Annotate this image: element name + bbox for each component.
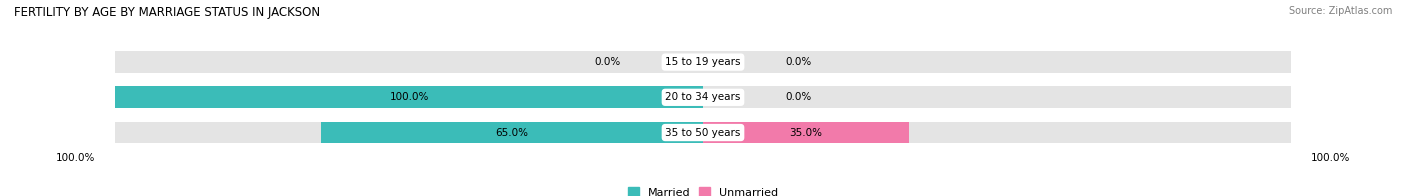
Text: 100.0%: 100.0%	[1310, 153, 1350, 163]
Text: FERTILITY BY AGE BY MARRIAGE STATUS IN JACKSON: FERTILITY BY AGE BY MARRIAGE STATUS IN J…	[14, 6, 321, 19]
Text: 0.0%: 0.0%	[786, 57, 811, 67]
Text: 20 to 34 years: 20 to 34 years	[665, 92, 741, 102]
Text: 100.0%: 100.0%	[389, 92, 429, 102]
Bar	[703, 122, 908, 143]
Text: 65.0%: 65.0%	[495, 128, 529, 138]
Bar	[321, 122, 703, 143]
Bar	[115, 51, 1291, 73]
Bar	[115, 122, 1291, 143]
Text: 35.0%: 35.0%	[789, 128, 823, 138]
Text: 0.0%: 0.0%	[786, 92, 811, 102]
Text: 15 to 19 years: 15 to 19 years	[665, 57, 741, 67]
Bar	[115, 86, 1291, 108]
Text: 0.0%: 0.0%	[595, 57, 620, 67]
Bar	[115, 86, 703, 108]
Text: 100.0%: 100.0%	[56, 153, 96, 163]
Text: 35 to 50 years: 35 to 50 years	[665, 128, 741, 138]
Text: Source: ZipAtlas.com: Source: ZipAtlas.com	[1288, 6, 1392, 16]
Legend: Married, Unmarried: Married, Unmarried	[627, 187, 779, 196]
